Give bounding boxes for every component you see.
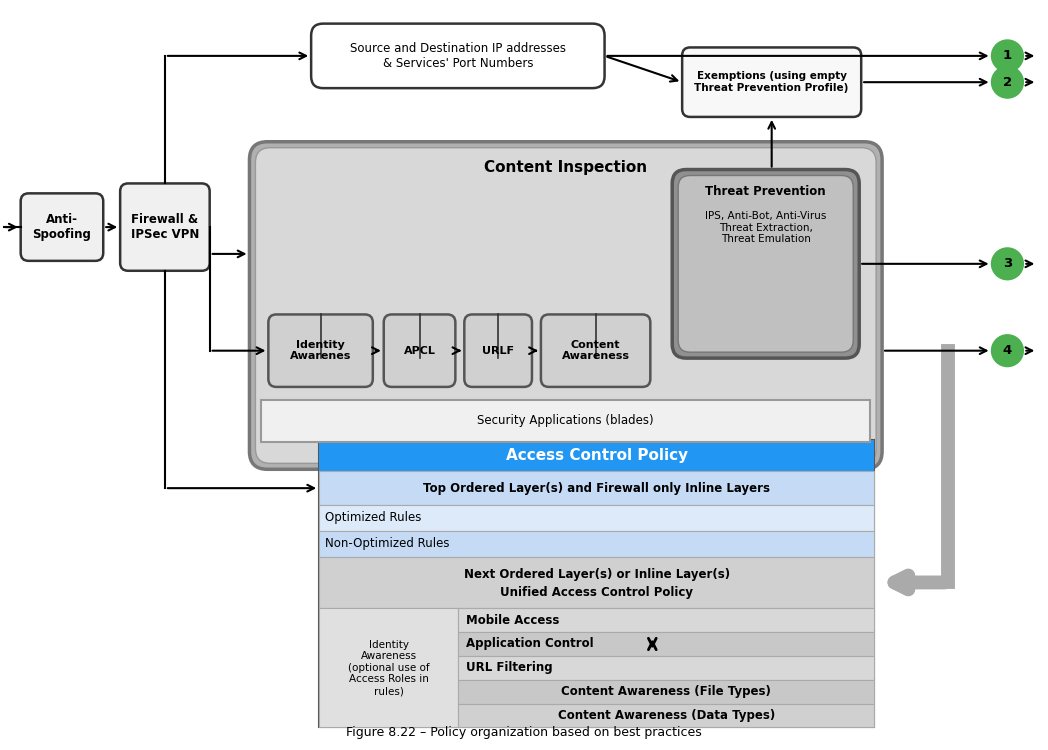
Text: Threat Prevention: Threat Prevention [705,185,826,199]
Text: 1: 1 [1003,50,1012,62]
FancyBboxPatch shape [682,47,861,117]
FancyBboxPatch shape [121,184,210,271]
Text: 4: 4 [1003,344,1012,357]
Bar [458,608,874,632]
Text: 2: 2 [1003,76,1012,88]
Text: Security Applications (blades): Security Applications (blades) [478,414,654,428]
Text: Application Control: Application Control [466,638,594,650]
Text: Firewall &
IPSec VPN: Firewall & IPSec VPN [131,213,199,241]
Text: Anti-
Spoofing: Anti- Spoofing [32,213,91,241]
Text: Content
Awareness: Content Awareness [562,340,630,362]
Bar [319,531,874,556]
FancyBboxPatch shape [384,314,456,387]
Text: Exemptions (using empty
Threat Prevention Profile): Exemptions (using empty Threat Preventio… [695,71,849,93]
Text: Non-Optimized Rules: Non-Optimized Rules [325,537,450,550]
FancyBboxPatch shape [268,314,373,387]
FancyBboxPatch shape [311,23,605,88]
Bar [458,656,874,680]
Circle shape [991,334,1023,367]
Text: Unified Access Control Policy: Unified Access Control Policy [500,586,693,599]
Circle shape [991,40,1023,72]
Bar [319,440,874,728]
Text: 3: 3 [1003,257,1012,270]
Text: Access Control Policy: Access Control Policy [505,448,687,463]
Text: URLF: URLF [482,346,515,355]
Bar [319,608,458,728]
Text: URL Filtering: URL Filtering [466,662,553,674]
Bar [319,556,874,608]
Circle shape [991,248,1023,280]
FancyBboxPatch shape [256,148,876,464]
FancyBboxPatch shape [672,170,859,358]
Text: Content Inspection: Content Inspection [484,160,648,175]
Text: IPS, Anti-Bot, Anti-Virus
Threat Extraction,
Threat Emulation: IPS, Anti-Bot, Anti-Virus Threat Extract… [705,211,827,244]
FancyBboxPatch shape [249,142,882,470]
FancyBboxPatch shape [464,314,532,387]
FancyBboxPatch shape [21,194,104,261]
Text: Top Ordered Layer(s) and Firewall only Inline Layers: Top Ordered Layer(s) and Firewall only I… [423,482,770,495]
Bar [261,400,870,442]
FancyBboxPatch shape [541,314,651,387]
Bar [458,680,874,703]
FancyBboxPatch shape [678,176,853,352]
Text: Figure 8.22 – Policy organization based on best practices: Figure 8.22 – Policy organization based … [346,726,702,740]
Bar [319,471,874,505]
Bar [319,440,874,471]
Text: APCL: APCL [403,346,436,355]
Text: Content Awareness (File Types): Content Awareness (File Types) [562,686,771,698]
Text: Identity
Awarenes: Identity Awarenes [290,340,351,362]
Text: Content Awareness (Data Types): Content Awareness (Data Types) [558,709,774,722]
Circle shape [991,66,1023,98]
Bar [458,632,874,656]
Text: Source and Destination IP addresses
& Services' Port Numbers: Source and Destination IP addresses & Se… [350,42,566,70]
Text: Optimized Rules: Optimized Rules [325,512,421,524]
Text: Mobile Access: Mobile Access [466,614,560,627]
Text: Next Ordered Layer(s) or Inline Layer(s): Next Ordered Layer(s) or Inline Layer(s) [463,568,729,581]
Bar [458,704,874,728]
Text: Identity
Awareness
(optional use of
Access Roles in
rules): Identity Awareness (optional use of Acce… [348,640,430,696]
Bar [319,505,874,531]
